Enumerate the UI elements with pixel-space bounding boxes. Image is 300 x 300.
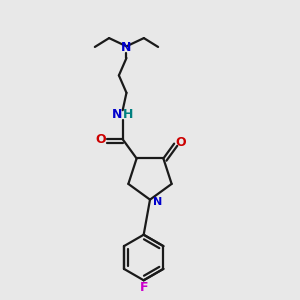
Text: N: N	[153, 197, 163, 207]
Text: O: O	[95, 133, 106, 146]
Text: N: N	[112, 108, 122, 121]
Text: N: N	[121, 41, 132, 54]
Text: H: H	[123, 108, 134, 121]
Text: O: O	[176, 136, 186, 149]
Text: F: F	[140, 281, 148, 294]
